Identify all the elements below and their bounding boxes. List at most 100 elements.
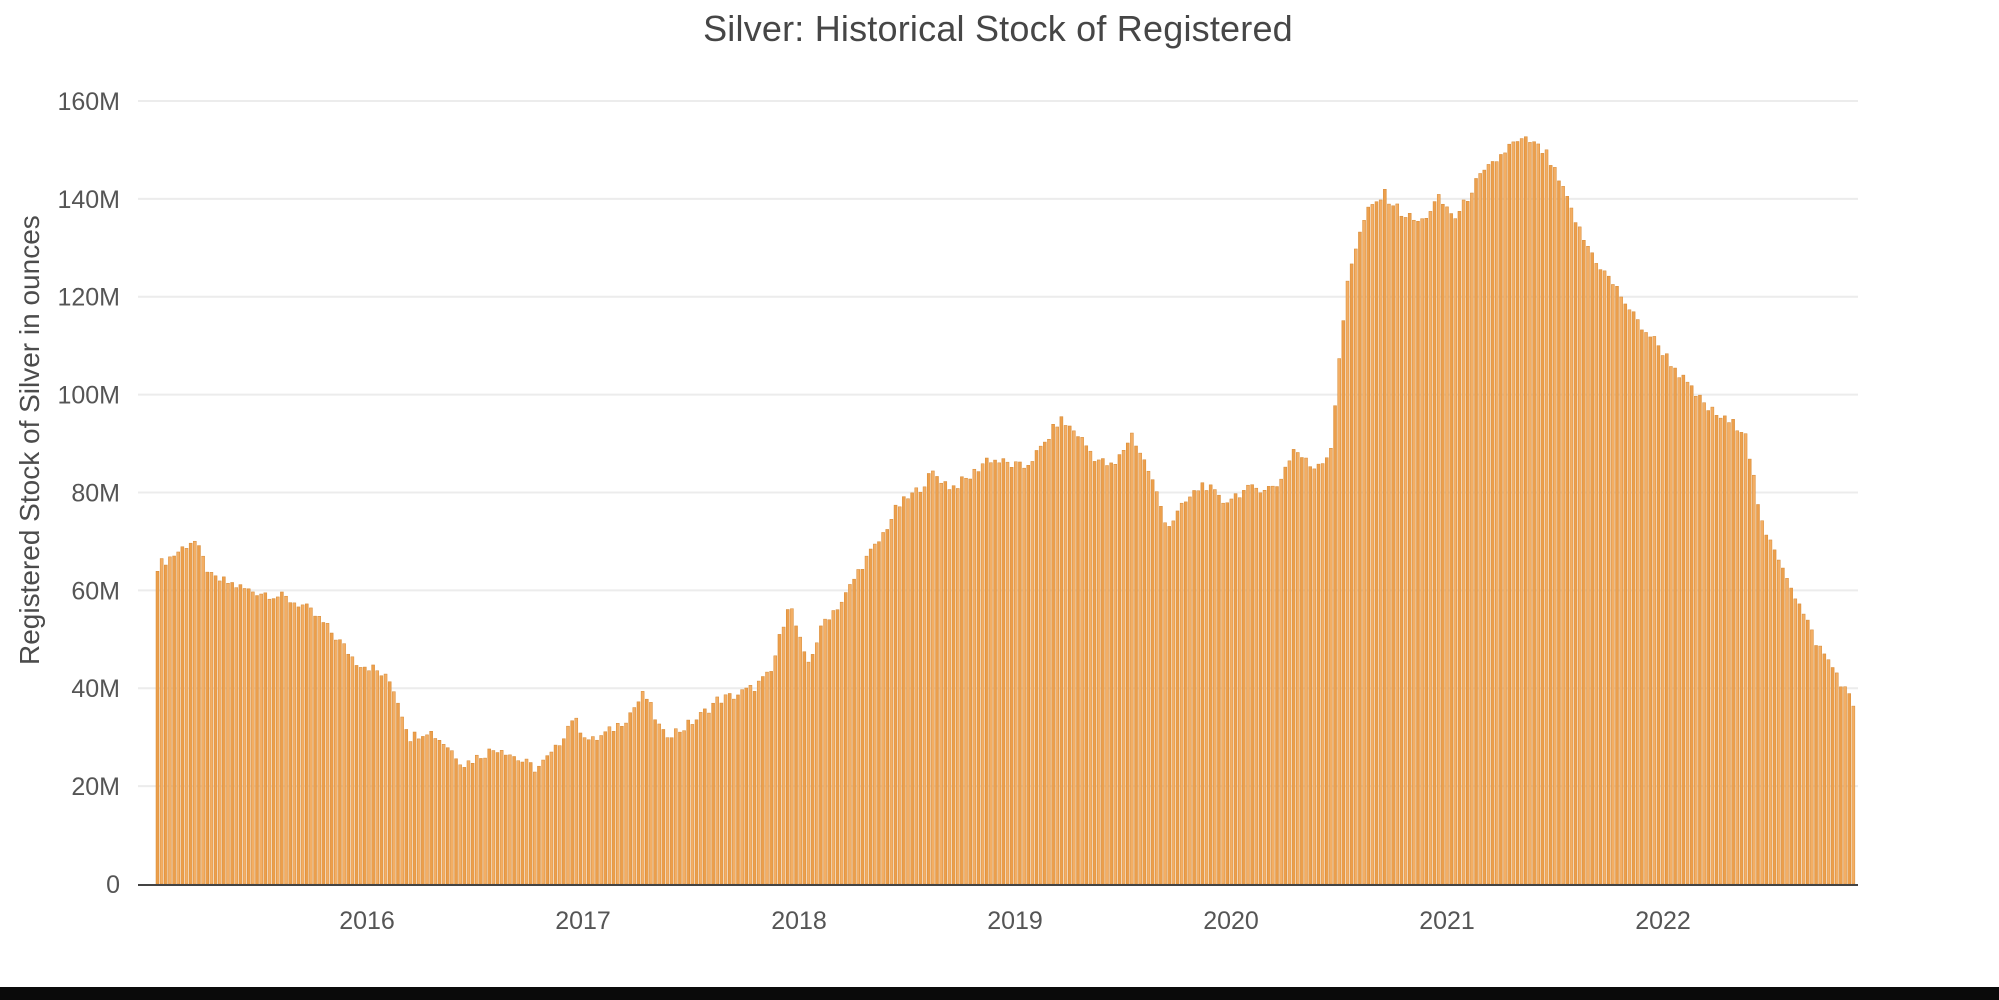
bar [1080, 437, 1084, 885]
bar [1250, 484, 1254, 885]
bar [723, 694, 728, 885]
bar [794, 625, 798, 885]
bar [1739, 432, 1744, 885]
bar [1121, 450, 1126, 885]
bar [1242, 490, 1246, 885]
bar [1142, 459, 1147, 885]
bar [1768, 539, 1773, 885]
bar [1329, 447, 1333, 885]
bar [1677, 377, 1681, 885]
bar [1776, 559, 1781, 885]
bar [267, 598, 272, 885]
bar [1391, 205, 1395, 885]
bar [537, 765, 541, 885]
bar [844, 592, 848, 885]
bars-series[interactable] [155, 136, 1856, 885]
bar [437, 740, 442, 885]
bar [230, 582, 234, 885]
bar [839, 601, 844, 885]
bar [242, 588, 247, 885]
bar [487, 748, 491, 885]
bar [1325, 457, 1329, 885]
bar [168, 556, 172, 885]
bar [914, 487, 919, 885]
bar [367, 670, 371, 885]
bar [321, 622, 326, 885]
bar [578, 732, 583, 885]
bar [1752, 474, 1756, 885]
bar [1524, 136, 1528, 885]
bottom-black-bar [0, 987, 1999, 1000]
bar [222, 576, 226, 885]
bar [698, 712, 703, 885]
bar [1441, 203, 1445, 885]
bar [1349, 263, 1354, 885]
bar [275, 596, 280, 885]
bar [852, 578, 856, 885]
bar [1059, 416, 1064, 885]
bar [213, 575, 218, 885]
bar [1482, 169, 1487, 885]
y-tick-label: 120M [57, 284, 120, 312]
bar [1478, 173, 1482, 885]
bar [383, 673, 388, 885]
bar [346, 653, 350, 885]
bar [379, 675, 384, 885]
bar [773, 655, 778, 885]
bar [1266, 486, 1271, 885]
bar [445, 747, 450, 885]
bar [1225, 502, 1230, 885]
bar [1818, 645, 1822, 885]
bar [1635, 319, 1640, 885]
bar [1685, 381, 1690, 885]
bar [810, 654, 815, 885]
bar [421, 736, 425, 885]
bar [1449, 213, 1453, 885]
bar [615, 723, 620, 885]
bar [1453, 218, 1458, 885]
bar [964, 477, 968, 885]
bar [1312, 468, 1317, 885]
bar [819, 625, 823, 885]
bar [765, 671, 769, 885]
bar [790, 608, 794, 885]
bar [1436, 194, 1441, 885]
bar [1743, 433, 1748, 885]
bar [989, 462, 993, 885]
bar [1354, 248, 1358, 885]
bar [354, 665, 359, 885]
bar [1179, 502, 1184, 885]
bar [1030, 461, 1035, 885]
bar [1507, 143, 1511, 885]
bar [1337, 358, 1341, 885]
bar [661, 729, 666, 885]
bar [1839, 686, 1843, 885]
bar [1611, 284, 1615, 885]
bar [1138, 452, 1142, 885]
bar [1615, 286, 1619, 885]
bar [491, 750, 496, 885]
bar [504, 754, 508, 885]
bar [740, 689, 744, 885]
bar [387, 681, 392, 885]
bar [1627, 309, 1632, 885]
bar [686, 719, 690, 885]
bar [259, 593, 263, 885]
bar [1233, 493, 1238, 885]
bar [1262, 489, 1267, 885]
bar [877, 541, 881, 885]
bar [682, 730, 686, 885]
bar [1569, 207, 1574, 885]
bar [1155, 491, 1159, 885]
bar [1582, 240, 1586, 885]
bar [1258, 492, 1263, 885]
bar [1101, 458, 1105, 885]
bar [1465, 201, 1470, 885]
bar [1673, 367, 1677, 885]
bar [960, 476, 964, 885]
bar [1619, 296, 1623, 885]
bar [1851, 705, 1856, 885]
bar [653, 719, 657, 885]
bar [466, 760, 471, 885]
